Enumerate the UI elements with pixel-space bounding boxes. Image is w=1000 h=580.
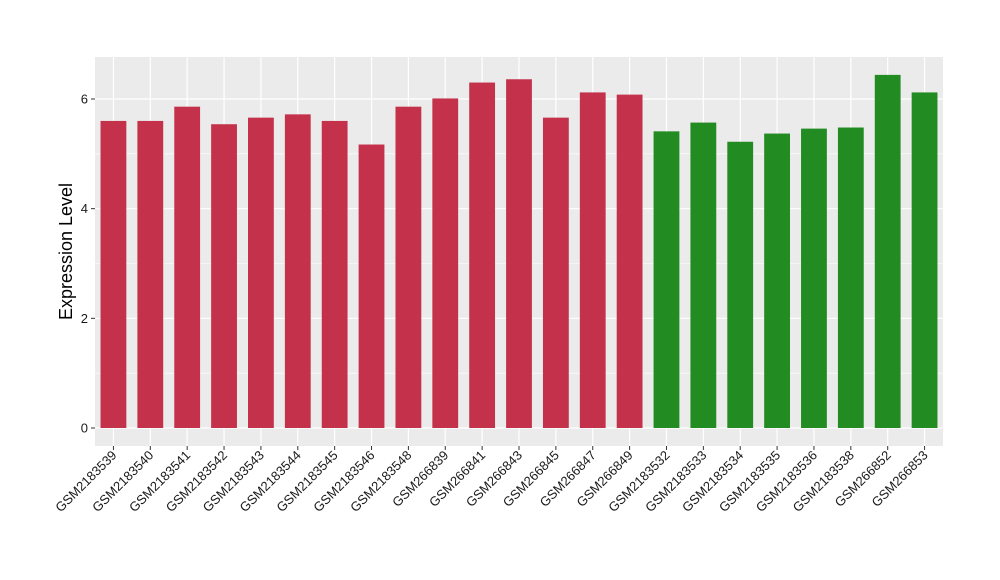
bars	[100, 74, 938, 429]
bar-GSM2183545	[321, 120, 348, 428]
bar-GSM266839	[432, 98, 459, 429]
bar-GSM2183535	[764, 133, 790, 429]
y-tick-label: 6	[81, 92, 88, 107]
bar-GSM266849	[616, 94, 643, 428]
bar-GSM2183534	[727, 141, 754, 428]
bar-GSM2183548	[395, 106, 422, 428]
x-axis: GSM2183539GSM2183540GSM2183541GSM2183542…	[52, 446, 931, 515]
bar-GSM2183546	[358, 144, 385, 429]
bar-GSM2183533	[690, 122, 717, 428]
bar-GSM2183532	[653, 131, 680, 428]
y-tick-label: 2	[81, 311, 88, 326]
y-tick-label: 4	[81, 201, 88, 216]
bar-GSM266843	[506, 79, 532, 428]
bar-GSM2183542	[211, 124, 237, 429]
bar-GSM266853	[911, 92, 938, 429]
bar-GSM2183543	[248, 117, 274, 428]
bar-GSM266845	[542, 117, 569, 428]
bar-GSM266852	[874, 74, 901, 428]
bar-GSM2183541	[174, 106, 201, 428]
y-tick-label: 0	[81, 421, 88, 436]
bar-GSM2183538	[837, 127, 864, 428]
bar-GSM2183536	[801, 128, 827, 429]
bar-GSM2183544	[284, 114, 311, 428]
bar-GSM2183539	[100, 120, 127, 428]
y-axis-title: Expression Level	[56, 183, 76, 320]
bar-GSM266847	[579, 92, 606, 429]
y-axis: 0 2 4 6	[81, 92, 95, 436]
bar-GSM2183540	[137, 120, 164, 428]
bar-GSM266841	[469, 82, 496, 429]
